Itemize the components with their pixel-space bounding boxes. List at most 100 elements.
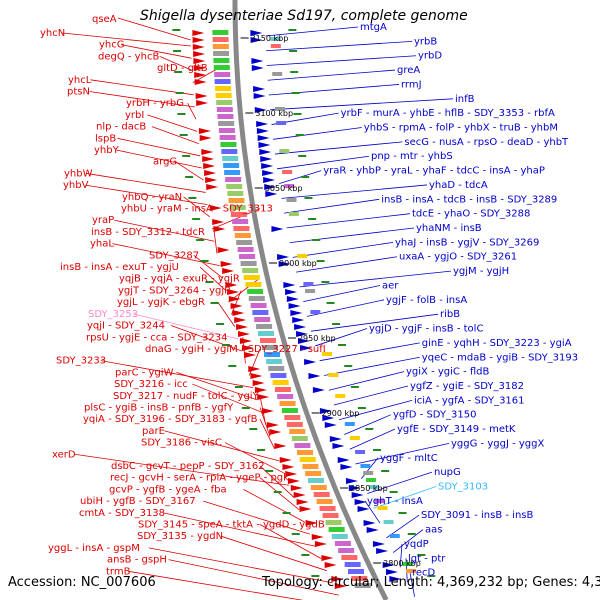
genome-title: Shigella dysenteriae Sd197, complete gen… [140,8,468,24]
cog-block [347,569,364,574]
cog-block [212,37,229,42]
forward-gene-arrow [253,93,266,99]
leader-line [259,524,322,559]
cog-block [256,324,273,329]
leader-line [85,184,208,206]
leader-line [349,428,396,450]
reverse-gene-arrow [282,464,295,470]
gene-label-right: tdcE - yhaO - SDY_3288 [412,209,530,220]
reverse-gene-arrow [334,583,347,589]
forward-gene-arrow [348,485,361,491]
forward-gene-arrow [258,142,271,148]
cog-block [216,107,233,112]
leader-line [187,103,197,120]
cog-block [328,527,345,532]
reverse-gene-arrow [203,163,216,169]
forward-gene-arrow [366,527,379,533]
leader-line [74,453,289,486]
cog-block [374,499,385,503]
gene-label-left: yrbH - yrbG [126,98,184,109]
cog-block [305,471,322,476]
genome-summary: Topology: circular; Length: 4,369,232 bp… [262,575,600,590]
cog-block [225,177,242,182]
forward-gene-arrow [345,478,358,484]
forward-gene-arrow [286,296,299,302]
reverse-gene-arrow [232,310,245,316]
cog-block [344,562,361,567]
genome-backbone [232,0,389,600]
forward-gene-arrow [256,128,269,134]
forward-gene-arrow [292,317,305,323]
forward-gene-arrow [340,464,353,470]
gene-label-left: SDY_3135 - ygdN [137,531,223,542]
forward-gene-arrow [332,443,345,449]
reverse-gene-arrow [236,324,249,330]
cog-block [215,86,232,91]
cog-block [279,401,296,406]
gene-label-right: ygjF - folB - insA [386,295,467,306]
cog-block [264,352,281,357]
cog-block [226,184,243,189]
cog-block [214,72,231,77]
reverse-gene-arrow [261,408,274,414]
gene-label-right: aer [382,280,399,291]
cog-block [247,289,264,294]
cog-block [302,464,319,469]
cog-block [270,37,281,41]
reverse-gene-arrow [230,303,243,309]
leader-line [147,114,198,132]
gene-label-left: xerD [52,449,76,460]
gene-label-left: degQ - yhcB [98,51,159,62]
leader-line [266,55,417,66]
forward-gene-arrow [382,562,395,568]
cog-block [236,240,253,245]
gene-label-left: ygjT - SDY_3264 - ygjP [118,285,230,296]
gene-label-left: argG [153,157,177,168]
gene-label-left: ubiH - ygfB - SDY_3167 [80,496,196,507]
gene-label-right: ygfE - SDY_3149 - metK [397,424,516,435]
cog-block [363,471,374,475]
reverse-gene-arrow [217,247,230,253]
kbp-tick-label: 2900 kbp [322,409,360,418]
forward-gene-arrow [357,506,370,512]
reverse-gene-arrow [192,44,205,50]
gene-label-left: yqiA - SDY_3196 - SDY_3183 - yqfB [83,414,258,425]
leader-line [296,256,398,273]
forward-gene-arrow [254,107,267,113]
leader-line [268,84,400,96]
forward-gene-arrow [263,177,276,183]
leader-line [259,407,271,437]
gene-label-left: yhcN [40,28,65,39]
cog-block [261,345,278,350]
cog-block [322,352,333,356]
leader-line [392,529,424,553]
gene-label-right: mtgA [360,22,387,33]
reverse-gene-arrow [269,429,282,435]
leader-line [114,219,215,242]
gene-label-left: yqjB - yqjA - exuR - ygjR [119,274,240,285]
kbp-tick-label: 2800 kbp [383,559,421,568]
cog-block [218,121,235,126]
reverse-gene-arrow [202,156,215,162]
gene-label-right: ygjM - ygjH [453,266,509,277]
forward-gene-arrow [278,261,291,267]
forward-gene-arrow [312,387,325,393]
forward-gene-arrow [337,457,350,463]
gene-label-left: dsbC - gcvT - pepP - SDY_3162 [111,461,265,472]
cog-block [270,373,287,378]
leader-line [128,570,304,600]
gene-label-right: lgt - ptr [408,553,446,564]
gene-label-right: ygjD - ygjF - insB - tolC [369,324,483,335]
cog-block [272,380,289,385]
leader-line [259,477,300,510]
gene-label-right: ribB [440,309,460,320]
gene-label-right: yrbB [414,36,437,47]
leader-line [224,442,285,474]
cog-block [258,331,275,336]
reverse-gene-arrow [239,338,252,344]
gene-label-right: recD [412,568,436,579]
cog-block [313,492,330,497]
leader-line [355,443,450,465]
cog-block [402,562,413,566]
leader-line [243,489,305,523]
